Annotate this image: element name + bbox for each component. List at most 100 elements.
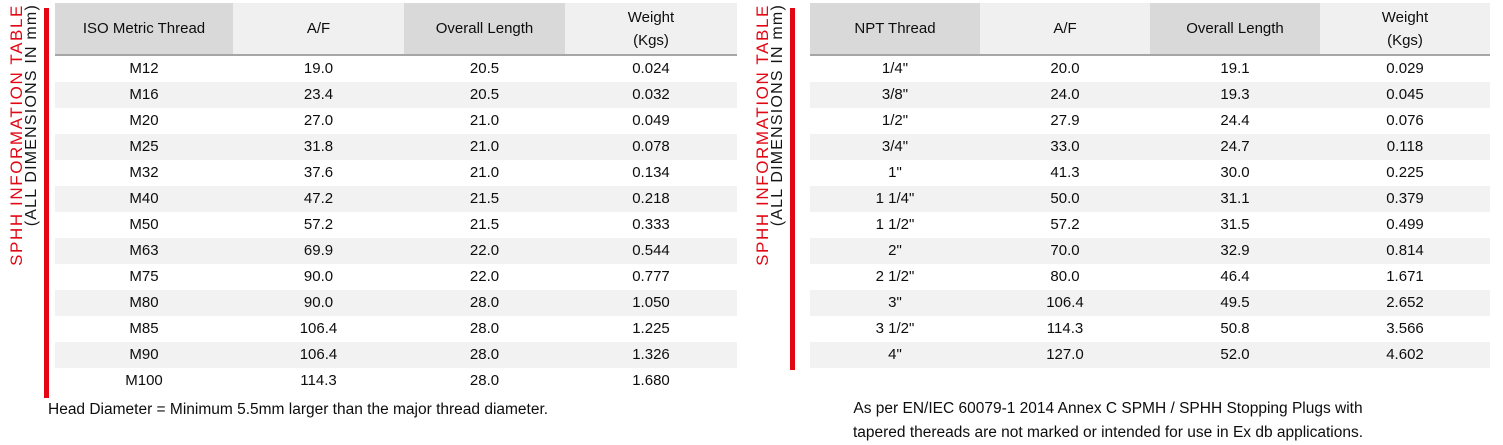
table-row: M85 106.4 28.0 1.225 xyxy=(55,316,737,342)
table-cell: 24.4 xyxy=(1220,112,1250,129)
table-cell: 0.076 xyxy=(1386,112,1424,129)
table-cell: M50 xyxy=(129,216,159,233)
table-row: 1 1/4" 50.0 31.1 0.379 xyxy=(810,186,1490,212)
table-cell: M20 xyxy=(129,112,159,129)
npt-footnote-line2: tapered thereads are not marked or inten… xyxy=(852,424,1364,441)
table-cell: 31.5 xyxy=(1220,216,1250,233)
table-cell: M80 xyxy=(129,294,159,311)
table-cell: 0.118 xyxy=(1386,138,1424,155)
table-row: M63 69.9 22.0 0.544 xyxy=(55,238,737,264)
table-cell: 3" xyxy=(888,294,902,311)
table-cell: 22.0 xyxy=(469,242,500,259)
table-cell: 2" xyxy=(888,242,902,259)
table-cell: 0.078 xyxy=(632,138,670,155)
column-header: Overall Length xyxy=(1150,3,1320,55)
table-cell: 33.0 xyxy=(1050,138,1080,155)
table-cell: 27.0 xyxy=(303,112,334,129)
column-header: A/F xyxy=(233,3,404,55)
table-cell: M40 xyxy=(129,190,159,207)
table-cell: 0.218 xyxy=(632,190,670,207)
table-row: 1/4" 20.0 19.1 0.029 xyxy=(810,55,1490,82)
table-cell: 37.6 xyxy=(303,164,334,181)
table-cell: 20.0 xyxy=(1050,60,1080,77)
table-cell: 28.0 xyxy=(469,346,500,363)
table-row: M50 57.2 21.5 0.333 xyxy=(55,212,737,238)
accent-bar-right xyxy=(790,8,795,370)
table-cell: 114.3 xyxy=(1046,320,1084,337)
table-cell: 0.544 xyxy=(632,242,670,259)
side-label-title: SPHH INFORMATION TABLE xyxy=(753,4,772,266)
table-cell: 57.2 xyxy=(303,216,334,233)
column-header: Weight (Kgs) xyxy=(565,3,737,55)
table-cell: 4.602 xyxy=(1386,346,1424,363)
table-row: 3/4" 33.0 24.7 0.118 xyxy=(810,134,1490,160)
iso-side-label: SPHH INFORMATION TABLE (ALL DIMENSIONS I… xyxy=(7,4,40,394)
table-cell: 90.0 xyxy=(303,268,334,285)
table-cell: 0.499 xyxy=(1386,216,1424,233)
table-cell: 19.0 xyxy=(303,60,334,77)
table-cell: 1.326 xyxy=(632,346,670,363)
accent-bar-left xyxy=(44,8,49,398)
table-cell: 4" xyxy=(888,346,902,363)
table-cell: 21.0 xyxy=(469,138,500,155)
table-cell: M85 xyxy=(129,320,159,337)
table-cell: 127.0 xyxy=(1046,346,1084,363)
table-cell: 22.0 xyxy=(469,268,500,285)
table-row: 3/8" 24.0 19.3 0.045 xyxy=(810,82,1490,108)
table-cell: 32.9 xyxy=(1220,242,1250,259)
table-cell: 1 1/2" xyxy=(875,216,915,233)
table-row: 1/2" 27.9 24.4 0.076 xyxy=(810,108,1490,134)
table-cell: 3.566 xyxy=(1386,320,1424,337)
table-cell: 0.024 xyxy=(632,60,670,77)
table-cell: 114.3 xyxy=(300,372,337,389)
table-cell: 19.3 xyxy=(1220,86,1250,103)
column-header: ISO Metric Thread xyxy=(55,3,233,55)
table-cell: 50.8 xyxy=(1220,320,1250,337)
table-cell: 47.2 xyxy=(303,190,334,207)
iso-metric-table: ISO Metric Thread A/F Overall Length Weight… xyxy=(55,3,737,394)
table-cell: 69.9 xyxy=(303,242,334,259)
table-cell: 1" xyxy=(888,164,902,181)
table-cell: M100 xyxy=(125,372,163,389)
table-cell: 0.134 xyxy=(632,164,670,181)
column-header: NPT Thread xyxy=(810,3,980,55)
table-cell: 21.5 xyxy=(469,216,500,233)
table-row: M16 23.4 20.5 0.032 xyxy=(55,82,737,108)
column-header: Weight (Kgs) xyxy=(1320,3,1490,55)
table-cell: 106.4 xyxy=(299,320,338,337)
table-cell: 0.333 xyxy=(632,216,670,233)
table-cell: 28.0 xyxy=(469,372,500,389)
table-row: M20 27.0 21.0 0.049 xyxy=(55,108,737,134)
npt-table: NPT Thread A/F Overall Length Weight (Kgs) 1… xyxy=(810,3,1490,368)
table-row: 3" 106.4 49.5 2.652 xyxy=(810,290,1490,316)
header-row: NPT Thread A/F Overall Length Weight (Kgs) xyxy=(810,3,1490,55)
table-row: M25 31.8 21.0 0.078 xyxy=(55,134,737,160)
header-row: ISO Metric Thread A/F Overall Length Weight… xyxy=(55,3,737,55)
table-cell: 24.0 xyxy=(1050,86,1080,103)
table-cell: 0.049 xyxy=(632,112,670,129)
table-cell: 1/4" xyxy=(881,60,909,77)
table-row: 2 1/2" 80.0 46.4 1.671 xyxy=(810,264,1490,290)
table-cell: 41.3 xyxy=(1050,164,1080,181)
table-cell: 28.0 xyxy=(469,294,500,311)
table-cell: 46.4 xyxy=(1220,268,1250,285)
table-row: M75 90.0 22.0 0.777 xyxy=(55,264,737,290)
iso-footnote: Head Diameter = Minimum 5.5mm larger tha… xyxy=(48,401,549,418)
table-row: 2" 70.0 32.9 0.814 xyxy=(810,238,1490,264)
table-cell: 57.2 xyxy=(1050,216,1080,233)
table-cell: 0.379 xyxy=(1386,190,1424,207)
npt-footnote-line1: As per EN/IEC 60079-1 2014 Annex C SPMH … xyxy=(853,400,1363,417)
npt-footnote: As per EN/IEC 60079-1 2014 Annex C SPMH … xyxy=(812,397,1404,445)
table-cell: 28.0 xyxy=(469,320,500,337)
table-cell: 90.0 xyxy=(303,294,334,311)
table-cell: 21.0 xyxy=(469,164,500,181)
table-cell: 1/2" xyxy=(881,112,909,129)
table-cell: 0.814 xyxy=(1386,242,1424,259)
table-cell: 19.1 xyxy=(1220,60,1250,77)
table-row: 1" 41.3 30.0 0.225 xyxy=(810,160,1490,186)
table-cell: 0.225 xyxy=(1386,164,1424,181)
column-header: Overall Length xyxy=(404,3,565,55)
table-row: M32 37.6 21.0 0.134 xyxy=(55,160,737,186)
table-cell: 0.029 xyxy=(1386,60,1424,77)
